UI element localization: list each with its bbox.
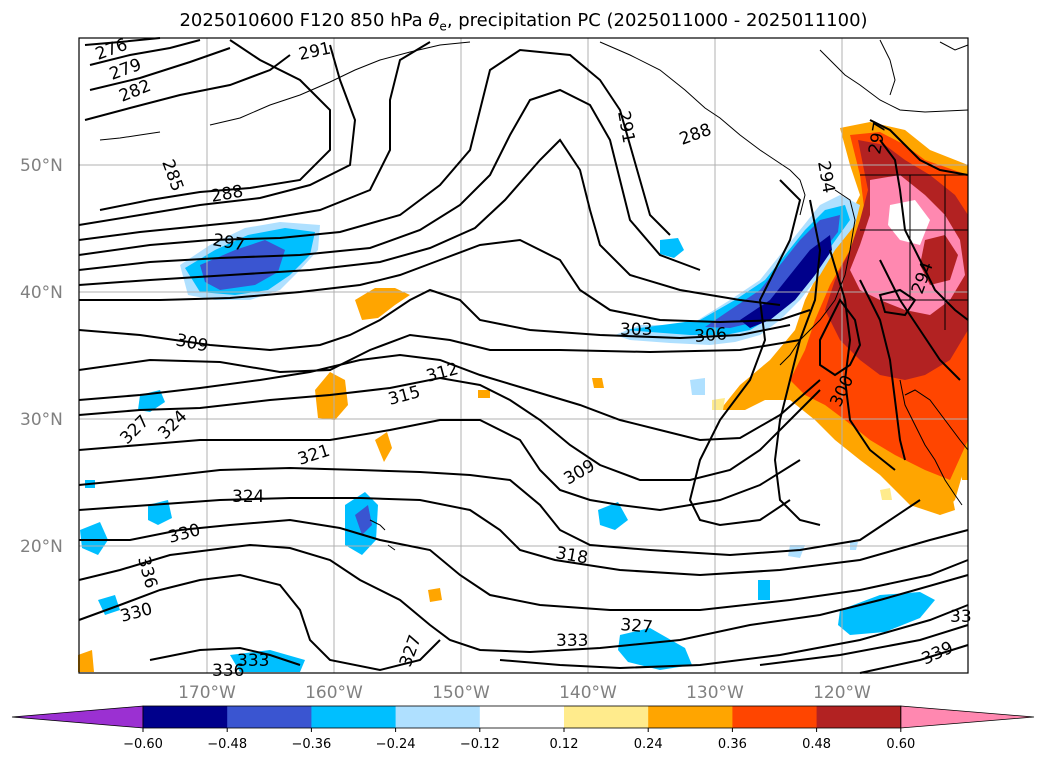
longitude-labels: 170°W 160°W 150°W 140°W 130°W 120°W (178, 683, 871, 703)
contour-label: 312 (424, 359, 461, 387)
contour-label: 321 (295, 441, 332, 470)
contour-label: 318 (554, 543, 589, 568)
colorbar-segment (395, 706, 481, 728)
colorbar-segment (648, 706, 733, 728)
contour-label: 315 (386, 382, 423, 410)
colorbar-tick-label: 0.12 (550, 737, 579, 752)
contour-label: 303 (620, 320, 652, 340)
lon-label-170w: 170°W (178, 683, 236, 703)
colorbar: −0.60 −0.48 −0.36 −0.24 −0.12 0.12 0.24 0.36 0.4… (11, 705, 1035, 752)
contour-label: 288 (677, 120, 714, 150)
colorbar-segment (143, 706, 228, 728)
colorbar-tick-label: 0.48 (802, 737, 831, 752)
contour-label: 327 (116, 411, 153, 448)
lon-label-130w: 130°W (686, 683, 744, 703)
colorbar-tick-label: −0.48 (207, 737, 247, 752)
precipitation-shading (78, 122, 968, 672)
map-frame (78, 37, 969, 674)
colorbar-segment (564, 706, 649, 728)
lon-label-160w: 160°W (305, 683, 363, 703)
colorbar-tick-label: −0.36 (291, 737, 331, 752)
lon-label-150w: 150°W (432, 683, 490, 703)
colorbar-frame (142, 705, 902, 729)
lat-label-20n: 20°N (20, 537, 63, 557)
lon-label-140w: 140°W (559, 683, 617, 703)
contour-label: 324 (232, 487, 264, 507)
colorbar-extend-min (11, 705, 144, 729)
contour-label: 336 (212, 661, 244, 681)
lon-label-120w: 120°W (813, 683, 871, 703)
colorbar-tick-label: −0.60 (123, 737, 163, 752)
colorbar-extend-max (900, 705, 1035, 729)
colorbar-segment (227, 706, 312, 728)
contour-label: 333 (237, 651, 269, 671)
contour-label: 339 (919, 638, 957, 670)
contour-label: 291 (613, 109, 638, 144)
colorbar-segment (311, 706, 397, 728)
colorbar-tick-label: −0.24 (376, 737, 416, 752)
colorbar-tick-label: 0.60 (886, 737, 915, 752)
contour-label: 33 (950, 607, 972, 627)
contour-label: 327 (396, 632, 426, 669)
colorbar-segment (479, 706, 565, 728)
colorbar-segment (732, 706, 818, 728)
latitude-labels: 50°N 40°N 30°N 20°N (20, 156, 63, 557)
map-title: 2025010600 F120 850 hPa θe, precipitatio… (179, 10, 868, 34)
lat-label-30n: 30°N (20, 410, 63, 430)
contour-label: 288 (209, 182, 244, 207)
colorbar-tick-label: 0.36 (718, 737, 747, 752)
coastlines (99, 39, 969, 551)
contour-label: 333 (556, 631, 588, 651)
lat-label-50n: 50°N (20, 156, 63, 176)
theta-e-contours (78, 37, 969, 674)
colorbar-tick-label: −0.12 (460, 737, 500, 752)
contour-label: 309 (174, 330, 210, 356)
contour-label: 330 (166, 520, 203, 548)
contour-label: 285 (157, 157, 187, 194)
contour-label: 327 (620, 615, 654, 638)
contour-label: 291 (297, 39, 333, 65)
contour-label: 294 (813, 159, 838, 194)
lat-label-40n: 40°N (20, 283, 63, 303)
contour-label: 306 (694, 324, 728, 347)
colorbar-segment (816, 706, 902, 728)
colorbar-tick-label: 0.24 (634, 737, 663, 752)
contour-label: 324 (154, 406, 191, 443)
